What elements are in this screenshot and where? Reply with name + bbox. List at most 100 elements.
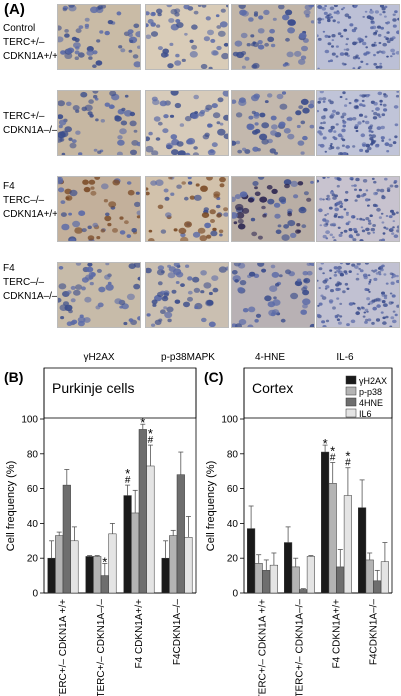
cell-nucleus	[58, 36, 64, 43]
cell-nucleus	[355, 311, 360, 316]
cell-nucleus	[216, 213, 222, 218]
cell-nucleus	[330, 190, 334, 192]
cell-nucleus	[370, 26, 374, 30]
cell-nucleus	[322, 30, 326, 33]
cell-nucleus	[365, 120, 370, 125]
cell-nucleus	[339, 263, 343, 265]
cell-nucleus	[189, 51, 198, 58]
cell-nucleus	[176, 184, 182, 189]
cell-nucleus	[287, 27, 295, 34]
cell-nucleus	[212, 227, 217, 232]
legend-swatch	[345, 375, 357, 385]
cell-nucleus	[372, 116, 378, 120]
micrograph-image	[57, 176, 141, 242]
cell-nucleus	[372, 306, 377, 311]
cell-nucleus	[330, 16, 334, 19]
cell-nucleus	[322, 279, 328, 284]
cell-nucleus	[160, 229, 167, 234]
cell-nucleus	[368, 300, 374, 305]
cell-nucleus	[87, 235, 95, 241]
row-label-line: CDKN1A+/+	[3, 51, 59, 62]
cell-nucleus	[69, 238, 76, 241]
cell-nucleus	[157, 265, 165, 271]
cell-nucleus	[264, 295, 272, 302]
cell-nucleus	[378, 273, 382, 276]
bar-p-p38	[328, 483, 337, 594]
cell-nucleus	[360, 226, 364, 229]
cell-nucleus	[258, 15, 264, 20]
cell-nucleus	[321, 7, 327, 11]
cell-nucleus	[272, 299, 281, 306]
cell-nucleus	[357, 57, 361, 60]
cell-nucleus	[293, 194, 299, 199]
cell-nucleus	[119, 230, 126, 235]
bar-4HNE	[100, 575, 109, 594]
cell-nucleus	[105, 263, 110, 266]
cell-nucleus	[119, 305, 124, 309]
cell-nucleus	[390, 316, 395, 320]
cell-nucleus	[352, 5, 355, 7]
cell-nucleus	[336, 177, 341, 181]
cell-nucleus	[81, 228, 87, 233]
cell-nucleus	[360, 60, 364, 63]
x-tick-label: TERC+/– CDKN1A–/–	[96, 599, 107, 696]
row-label-line: CDKN1A–/–	[3, 125, 58, 136]
cell-nucleus	[385, 37, 389, 41]
cell-nucleus	[324, 49, 330, 54]
cell-nucleus	[58, 100, 65, 107]
cell-nucleus	[201, 5, 207, 8]
cell-nucleus	[364, 263, 369, 265]
cell-nucleus	[385, 315, 389, 319]
bar-IL6	[269, 564, 278, 594]
cell-nucleus	[60, 200, 66, 204]
cell-nucleus	[87, 225, 92, 230]
cell-nucleus	[271, 271, 280, 278]
cell-nucleus	[390, 55, 393, 58]
cell-nucleus	[65, 196, 70, 200]
cell-nucleus	[369, 10, 374, 14]
cell-nucleus	[345, 222, 350, 226]
cell-nucleus	[232, 51, 239, 57]
cell-nucleus	[290, 232, 297, 238]
micrograph-image	[57, 4, 141, 70]
cell-nucleus	[371, 321, 375, 325]
cell-nucleus	[361, 229, 366, 233]
cell-nucleus	[333, 130, 337, 133]
cell-nucleus	[366, 310, 369, 313]
cell-nucleus	[72, 105, 80, 111]
cell-nucleus	[337, 321, 342, 325]
micrograph-texture	[58, 177, 140, 241]
cell-nucleus	[98, 286, 106, 293]
cell-nucleus	[74, 56, 79, 60]
cell-nucleus	[353, 184, 357, 187]
cell-nucleus	[356, 273, 359, 276]
cell-nucleus	[163, 114, 169, 119]
cell-nucleus	[298, 206, 307, 214]
cell-nucleus	[109, 91, 117, 97]
cell-nucleus	[331, 34, 336, 38]
cell-nucleus	[308, 103, 314, 109]
cell-nucleus	[341, 144, 345, 147]
cell-nucleus	[379, 99, 383, 103]
cell-nucleus	[338, 233, 343, 237]
cell-nucleus	[342, 91, 346, 95]
micrograph-texture	[232, 177, 314, 241]
cell-nucleus	[381, 238, 385, 241]
cell-nucleus	[343, 270, 348, 274]
cell-nucleus	[234, 40, 243, 47]
cell-nucleus	[329, 269, 333, 272]
cell-nucleus	[66, 290, 72, 295]
cell-nucleus	[210, 219, 215, 223]
cell-nucleus	[345, 98, 348, 101]
cell-nucleus	[184, 115, 192, 122]
cell-nucleus	[285, 9, 293, 16]
cell-nucleus	[276, 93, 284, 100]
cell-nucleus	[354, 265, 359, 269]
cell-nucleus	[88, 179, 96, 185]
cell-nucleus	[71, 36, 77, 41]
cell-nucleus	[204, 222, 211, 229]
cell-nucleus	[285, 269, 291, 275]
cell-nucleus	[283, 128, 291, 134]
cell-nucleus	[189, 195, 195, 200]
cell-nucleus	[112, 228, 118, 233]
